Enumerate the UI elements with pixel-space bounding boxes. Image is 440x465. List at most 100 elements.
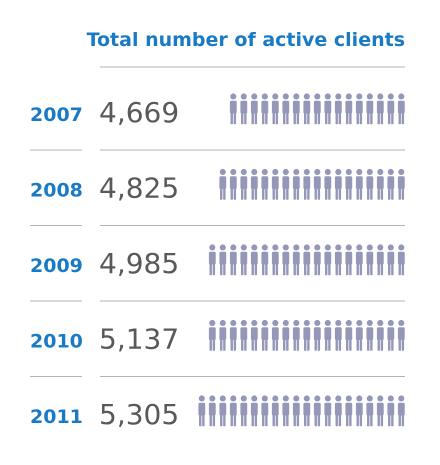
person-icon bbox=[397, 395, 405, 427]
person-icon bbox=[345, 395, 353, 427]
person-icon bbox=[261, 395, 269, 427]
person-icon bbox=[324, 168, 332, 200]
person-icon bbox=[240, 395, 248, 427]
person-icon bbox=[229, 395, 237, 427]
person-icon bbox=[334, 319, 342, 351]
person-icon bbox=[271, 244, 279, 276]
person-icon bbox=[229, 319, 237, 351]
person-icon bbox=[345, 319, 353, 351]
person-icon bbox=[397, 319, 405, 351]
person-icon bbox=[282, 93, 290, 125]
person-icon bbox=[366, 244, 374, 276]
person-icon bbox=[219, 168, 227, 200]
person-icon bbox=[282, 244, 290, 276]
person-icon bbox=[355, 319, 363, 351]
person-icon bbox=[397, 93, 405, 125]
person-icon bbox=[271, 395, 279, 427]
person-icon bbox=[355, 93, 363, 125]
person-icon bbox=[282, 168, 290, 200]
person-icon bbox=[282, 319, 290, 351]
chart-title: Total number of active clients bbox=[87, 29, 405, 51]
person-icon bbox=[292, 244, 300, 276]
person-icon bbox=[376, 168, 384, 200]
person-icon bbox=[387, 395, 395, 427]
year-label: 2010 bbox=[30, 331, 83, 353]
person-icon bbox=[250, 244, 258, 276]
value-label: 5,137 bbox=[99, 323, 179, 356]
person-icon bbox=[240, 319, 248, 351]
person-icon-group bbox=[208, 244, 405, 276]
person-icon bbox=[345, 93, 353, 125]
person-icon bbox=[345, 168, 353, 200]
person-icon-group bbox=[208, 319, 405, 351]
person-icon bbox=[271, 168, 279, 200]
person-icon bbox=[250, 93, 258, 125]
person-icon bbox=[324, 93, 332, 125]
person-icon bbox=[387, 319, 395, 351]
person-icon bbox=[219, 319, 227, 351]
value-label: 4,825 bbox=[99, 172, 179, 205]
year-label: 2007 bbox=[30, 104, 83, 126]
person-icon-group bbox=[219, 168, 405, 200]
person-icon bbox=[303, 395, 311, 427]
person-icon bbox=[397, 168, 405, 200]
person-icon bbox=[208, 395, 216, 427]
value-label: 4,985 bbox=[99, 247, 179, 280]
person-icon bbox=[313, 319, 321, 351]
person-icon bbox=[324, 244, 332, 276]
person-icon bbox=[334, 395, 342, 427]
person-icon bbox=[250, 395, 258, 427]
person-icon-group bbox=[198, 395, 405, 427]
person-icon bbox=[324, 395, 332, 427]
person-icon bbox=[376, 93, 384, 125]
person-icon bbox=[303, 168, 311, 200]
person-icon bbox=[303, 319, 311, 351]
person-icon bbox=[345, 244, 353, 276]
person-icon bbox=[334, 244, 342, 276]
person-icon bbox=[334, 168, 342, 200]
person-icon bbox=[229, 168, 237, 200]
person-icon bbox=[229, 93, 237, 125]
person-icon bbox=[240, 168, 248, 200]
person-icon-group bbox=[229, 93, 405, 125]
person-icon bbox=[208, 319, 216, 351]
person-icon bbox=[303, 244, 311, 276]
person-icon bbox=[355, 168, 363, 200]
person-icon bbox=[387, 244, 395, 276]
person-icon bbox=[387, 168, 395, 200]
row-2007: 2007 4,669 bbox=[30, 93, 405, 129]
person-icon bbox=[366, 168, 374, 200]
year-label: 2009 bbox=[30, 255, 83, 277]
person-icon bbox=[240, 93, 248, 125]
person-icon bbox=[313, 244, 321, 276]
person-icon bbox=[313, 168, 321, 200]
chart-rows: 2007 4,669 2008 4,825 2009 4,985 2010 5,137 2011… bbox=[30, 66, 405, 431]
year-label: 2011 bbox=[30, 406, 83, 428]
person-icon bbox=[219, 244, 227, 276]
person-icon bbox=[313, 93, 321, 125]
person-icon bbox=[250, 168, 258, 200]
person-icon bbox=[376, 319, 384, 351]
year-label: 2008 bbox=[30, 180, 83, 202]
person-icon bbox=[366, 93, 374, 125]
person-icon bbox=[250, 319, 258, 351]
person-icon bbox=[198, 395, 206, 427]
person-icon bbox=[324, 319, 332, 351]
person-icon bbox=[261, 168, 269, 200]
person-icon bbox=[261, 244, 269, 276]
person-icon bbox=[355, 244, 363, 276]
person-icon bbox=[282, 395, 290, 427]
person-icon bbox=[292, 319, 300, 351]
row-2009: 2009 4,985 bbox=[30, 244, 405, 280]
person-icon bbox=[271, 93, 279, 125]
row-2011: 2011 5,305 bbox=[30, 395, 405, 431]
person-icon bbox=[229, 244, 237, 276]
value-label: 5,305 bbox=[99, 398, 179, 431]
person-icon bbox=[261, 93, 269, 125]
person-icon bbox=[355, 395, 363, 427]
person-icon bbox=[240, 244, 248, 276]
row-2008: 2008 4,825 bbox=[30, 168, 405, 205]
person-icon bbox=[366, 319, 374, 351]
person-icon bbox=[334, 93, 342, 125]
